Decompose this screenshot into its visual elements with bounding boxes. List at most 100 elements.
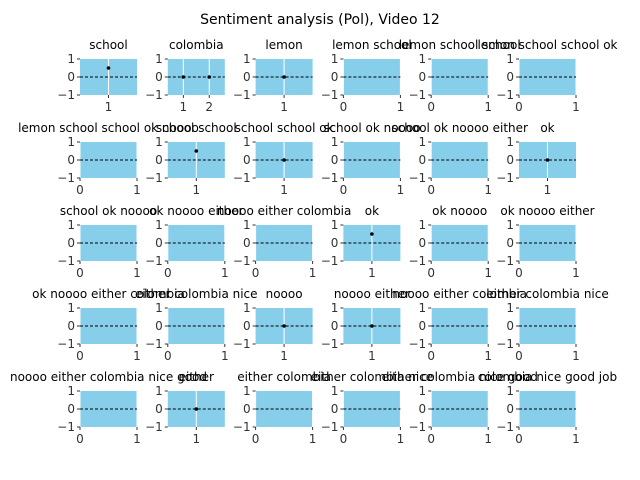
subplot: −1 0 1 1 ok — [496, 121, 576, 197]
data-point — [282, 75, 286, 79]
data-point — [194, 407, 199, 411]
plot-area — [167, 225, 225, 261]
subplot-title: colombia — [169, 38, 224, 52]
y-tick-label: 0 — [331, 402, 339, 416]
x-tick-label: 0 — [76, 183, 84, 197]
x-tick-label: 1 — [572, 266, 580, 280]
y-tick-label: 1 — [506, 135, 514, 149]
y-tick-label: 1 — [506, 384, 514, 398]
data-point — [370, 232, 374, 236]
subplot-title: school school — [156, 121, 237, 135]
y-tick-label: 0 — [67, 319, 75, 333]
y-tick-label: 1 — [243, 52, 251, 66]
y-tick-label: −1 — [233, 254, 251, 268]
y-tick-label: −1 — [321, 254, 339, 268]
subplot-title: lemon school school ok — [477, 38, 617, 52]
plot-area — [167, 59, 225, 95]
y-tick-label: 1 — [67, 52, 75, 66]
subplot-title: either colombia nice — [135, 287, 258, 301]
y-tick-label: 0 — [331, 70, 339, 84]
data-point — [181, 75, 186, 79]
y-tick-label: 0 — [419, 236, 427, 250]
subplot-title: noooo either colombia — [392, 287, 527, 301]
y-tick-label: 1 — [419, 135, 427, 149]
y-tick-label: 1 — [67, 384, 75, 398]
x-tick-label: 0 — [427, 432, 435, 446]
y-tick-label: 1 — [155, 384, 163, 398]
y-tick-label: 1 — [67, 301, 75, 315]
y-tick-label: −1 — [57, 420, 75, 434]
data-point — [282, 324, 286, 328]
y-tick-label: −1 — [408, 337, 426, 351]
y-tick-label: −1 — [145, 171, 163, 185]
y-tick-label: 1 — [419, 218, 427, 232]
x-tick-label: 0 — [340, 183, 348, 197]
plot-area — [255, 225, 313, 261]
x-tick-label: 0 — [427, 349, 435, 363]
plot-area — [431, 225, 489, 261]
x-tick-label: 2 — [205, 100, 213, 114]
data-point — [194, 149, 199, 153]
subplot-title: either colombia — [237, 370, 331, 384]
subplot: −1 0 1 1 either — [145, 370, 225, 446]
y-tick-label: 1 — [243, 135, 251, 149]
x-tick-label: 1 — [133, 266, 141, 280]
y-tick-label: 0 — [67, 70, 75, 84]
subplot: −1 0 1 1 school — [57, 38, 137, 114]
y-tick-label: 0 — [506, 402, 514, 416]
subplot-title: noooo either colombia nice good — [10, 370, 207, 384]
y-tick-label: −1 — [321, 420, 339, 434]
y-tick-label: 1 — [331, 384, 339, 398]
x-tick-label: 1 — [484, 266, 492, 280]
plot-area — [519, 308, 576, 344]
subplot-title: lemon school school ok noooo — [18, 121, 199, 135]
data-point — [545, 158, 550, 162]
y-tick-label: −1 — [496, 171, 514, 185]
x-tick-label: 1 — [105, 100, 113, 114]
y-tick-label: 0 — [155, 319, 163, 333]
subplot-title: school — [89, 38, 127, 52]
y-tick-label: −1 — [496, 420, 514, 434]
y-tick-label: −1 — [145, 88, 163, 102]
x-tick-label: 1 — [309, 432, 317, 446]
subplot: −1 0 1 1 ok — [321, 204, 401, 280]
y-tick-label: −1 — [496, 254, 514, 268]
y-tick-label: 1 — [419, 52, 427, 66]
x-tick-label: 0 — [252, 266, 260, 280]
y-tick-label: 1 — [506, 218, 514, 232]
x-tick-label: 1 — [192, 432, 200, 446]
x-tick-label: 1 — [368, 266, 376, 280]
plot-area — [80, 142, 137, 178]
y-tick-label: −1 — [57, 171, 75, 185]
y-tick-label: 1 — [331, 301, 339, 315]
x-tick-label: 0 — [76, 432, 84, 446]
x-tick-label: 0 — [515, 100, 523, 114]
data-point — [370, 324, 374, 328]
y-tick-label: −1 — [57, 337, 75, 351]
subplot-title: ok noooo — [432, 204, 487, 218]
x-tick-label: 0 — [76, 349, 84, 363]
subplot-title: school school ok — [235, 121, 334, 135]
y-tick-label: 1 — [155, 52, 163, 66]
subplot: −1 0 1 1 noooo — [233, 287, 313, 363]
y-tick-label: −1 — [321, 88, 339, 102]
y-tick-label: 0 — [331, 153, 339, 167]
y-tick-label: −1 — [408, 88, 426, 102]
plot-area — [343, 391, 401, 427]
subplot-title: either — [179, 370, 214, 384]
plot-area — [255, 391, 313, 427]
x-tick-label: 1 — [544, 183, 552, 197]
x-tick-label: 1 — [484, 100, 492, 114]
plot-area — [343, 59, 401, 95]
